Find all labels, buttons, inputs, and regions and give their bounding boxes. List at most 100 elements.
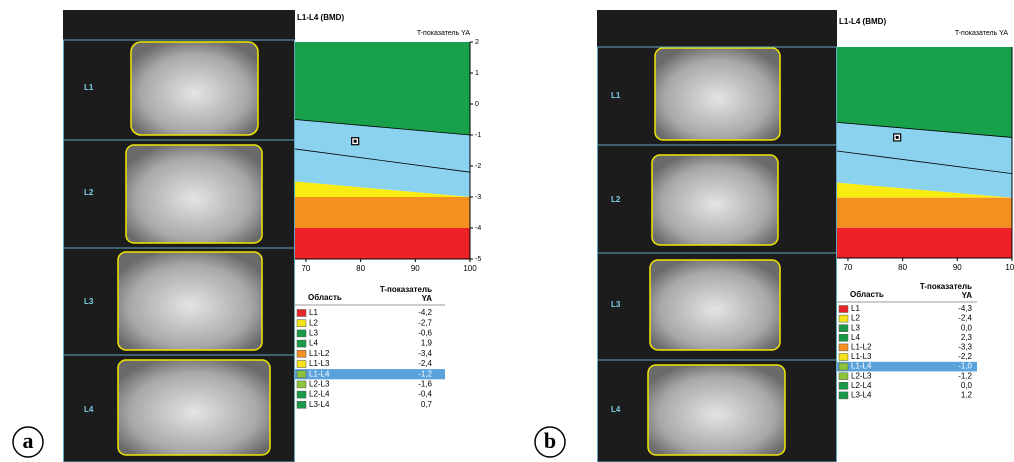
row-region: L3-L4	[851, 391, 872, 400]
y-tick-label: 0	[475, 101, 479, 108]
row-region: L2-L3	[851, 371, 872, 380]
chart-title: L1-L4 (BMD)	[297, 13, 344, 22]
table-header: Область	[850, 290, 884, 299]
row-region: L4	[309, 339, 318, 348]
x-tick-label: 80	[898, 263, 907, 272]
y-tick-label: -5	[475, 256, 481, 263]
vertebra-label: L3	[611, 300, 621, 309]
row-value: -4,3	[958, 304, 972, 313]
band-severe	[837, 228, 1012, 258]
row-swatch	[297, 391, 306, 398]
row-value: 0,7	[421, 400, 433, 409]
row-value: -1,6	[418, 380, 432, 389]
row-value: 2,3	[961, 333, 973, 342]
y-axis-label: T-показатель YA	[955, 30, 1008, 37]
row-swatch	[839, 315, 848, 322]
row-region: L1-L4	[851, 362, 872, 371]
table-header: YA	[962, 291, 973, 300]
patient-point-core	[354, 140, 357, 143]
row-swatch	[297, 310, 306, 317]
row-swatch	[839, 382, 848, 389]
row-value: -4,2	[418, 308, 432, 317]
row-region: L2	[309, 318, 318, 327]
row-swatch	[297, 320, 306, 327]
x-tick-label: 100	[1005, 263, 1014, 272]
table-header: T-показатель	[920, 282, 972, 291]
vertebra-label: L4	[611, 405, 621, 414]
band-normal	[295, 42, 470, 135]
panel-label: a	[23, 428, 34, 453]
row-region: L1-L4	[309, 369, 330, 378]
vertebra-label: L2	[84, 188, 94, 197]
row-swatch	[839, 334, 848, 341]
band-osteoporosis	[295, 197, 470, 228]
row-region: L3	[309, 329, 318, 338]
vertebra-label: L1	[84, 83, 94, 92]
y-tick-label: -3	[475, 194, 481, 201]
row-region: L1-L3	[309, 359, 330, 368]
row-swatch	[297, 381, 306, 388]
vertebra-label: L3	[84, 297, 94, 306]
table-header: Область	[308, 293, 342, 302]
row-value: 0,0	[961, 381, 973, 390]
row-value: -2,2	[958, 352, 972, 361]
row-region: L2	[851, 314, 860, 323]
row-value: -3,3	[958, 343, 972, 352]
row-swatch	[839, 354, 848, 361]
y-tick-label: -1	[475, 132, 481, 139]
row-region: L1	[309, 308, 318, 317]
band-osteoporosis	[837, 198, 1012, 228]
table-header: T-показатель	[380, 285, 432, 294]
row-value: -2,7	[418, 318, 432, 327]
row-region: L4	[851, 333, 860, 342]
row-region: L1-L2	[309, 349, 330, 358]
x-tick-label: 70	[301, 264, 310, 273]
x-tick-label: 70	[843, 263, 852, 272]
row-swatch	[839, 325, 848, 332]
row-value: -2,4	[958, 314, 972, 323]
row-region: L1-L3	[851, 352, 872, 361]
x-tick-label: 90	[411, 264, 420, 273]
row-swatch	[297, 361, 306, 368]
row-value: 0,0	[961, 323, 973, 332]
y-axis-label: T-показатель YA	[417, 30, 470, 37]
row-swatch	[297, 330, 306, 337]
row-swatch	[297, 371, 306, 378]
chart-title: L1-L4 (BMD)	[839, 17, 886, 26]
row-swatch	[839, 392, 848, 399]
y-tick-label: -2	[475, 163, 481, 170]
figure: aL1L2L3L4L1-L4 (BMD)T-показатель YA210-1…	[0, 0, 1014, 462]
row-region: L1	[851, 304, 860, 313]
vertebra-label: L4	[84, 405, 94, 414]
row-value: -0,4	[418, 390, 432, 399]
row-region: L3-L4	[309, 400, 330, 409]
row-value: -1,2	[418, 369, 432, 378]
row-value: -2,4	[418, 359, 432, 368]
x-tick-label: 80	[356, 264, 365, 273]
row-value: -1,0	[958, 362, 972, 371]
row-region: L2-L4	[309, 390, 330, 399]
row-swatch	[297, 340, 306, 347]
row-swatch	[839, 373, 848, 380]
row-swatch	[839, 344, 848, 351]
row-value: 1,2	[961, 391, 973, 400]
table-header: YA	[422, 294, 433, 303]
panel-label: b	[544, 428, 556, 453]
row-swatch	[839, 306, 848, 313]
row-value: -1,2	[958, 371, 972, 380]
y-tick-label: 1	[475, 70, 479, 77]
row-value: -0,6	[418, 329, 432, 338]
row-region: L3	[851, 323, 860, 332]
band-severe	[295, 228, 470, 259]
row-region: L1-L2	[851, 343, 872, 352]
row-value: -3,4	[418, 349, 432, 358]
y-tick-label: 2	[475, 39, 479, 46]
x-tick-label: 90	[953, 263, 962, 272]
patient-point-core	[896, 136, 899, 139]
vertebra-label: L2	[611, 195, 621, 204]
x-tick-label: 100	[463, 264, 477, 273]
row-swatch	[297, 350, 306, 357]
row-swatch	[297, 401, 306, 408]
vertebra-label: L1	[611, 91, 621, 100]
band-normal	[837, 47, 1012, 137]
